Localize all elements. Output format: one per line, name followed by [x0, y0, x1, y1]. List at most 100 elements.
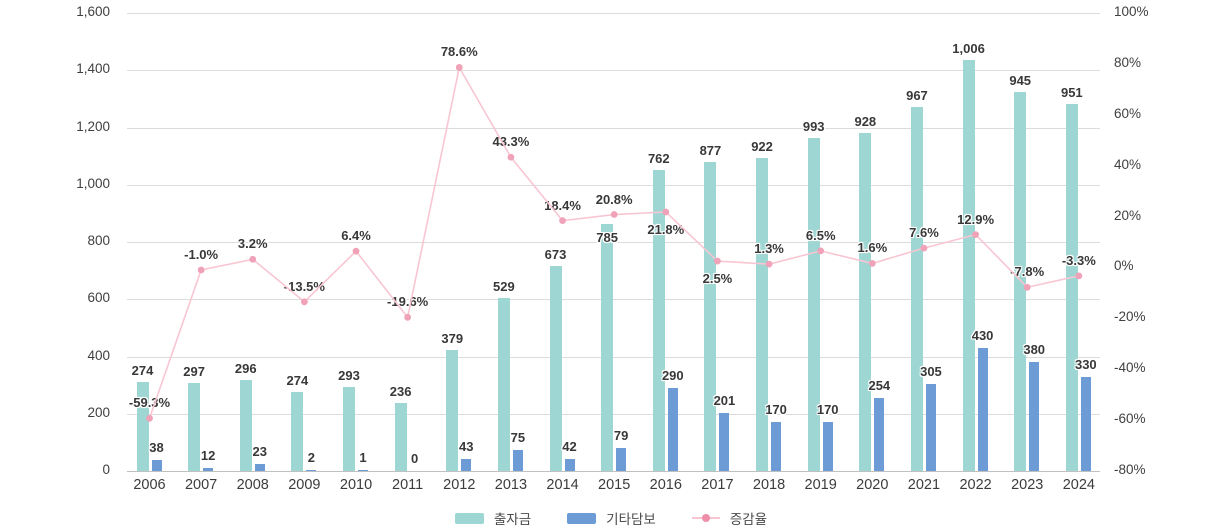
- x-axis-year-label: 2010: [339, 477, 373, 493]
- collateral-value-label: 254: [868, 378, 891, 394]
- investment-value-label: 379: [441, 331, 464, 347]
- right-axis-tick-label: -80%: [1114, 462, 1146, 477]
- left-axis-tick-label: 0: [102, 462, 110, 477]
- left-axis-tick-label: 1,400: [76, 61, 110, 77]
- teal-bar: [704, 162, 717, 471]
- investment-value-label: 1,006: [952, 40, 985, 56]
- line-marker: [404, 313, 412, 321]
- investment-value-label: 236: [389, 384, 412, 400]
- left-axis-tick-label: 800: [87, 233, 110, 248]
- change-rate-label: -1.0%: [184, 246, 219, 262]
- collateral-value-label: 1: [359, 450, 367, 465]
- legend-item-change-rate: 증감율: [691, 508, 768, 528]
- left-axis-tick-label: 1,000: [76, 175, 110, 191]
- blue-bar: [512, 449, 523, 471]
- teal-bar: [394, 403, 407, 471]
- blue-bar: [874, 398, 885, 471]
- x-axis-year-label: 2015: [598, 477, 631, 493]
- investment-value-label: 928: [854, 113, 877, 129]
- collateral-value-label: 201: [713, 393, 736, 409]
- x-axis-year-label: 2017: [701, 477, 734, 493]
- teal-bar: [497, 298, 510, 471]
- pink-line-marker-icon: [691, 514, 720, 522]
- right-axis-tick-label: -20%: [1114, 309, 1146, 325]
- legend-label: 출자금: [493, 512, 532, 527]
- investment-value-label: 297: [183, 363, 205, 379]
- investment-value-label: 673: [544, 247, 567, 263]
- change-rate-label: -59.3%: [128, 395, 171, 411]
- change-rate-label: 1.3%: [754, 241, 784, 257]
- right-axis-tick-label: 0%: [1114, 258, 1134, 274]
- x-axis-year-label: 2007: [184, 477, 218, 493]
- collateral-value-label: 12: [200, 447, 216, 463]
- right-axis-tick-label: -60%: [1114, 411, 1146, 427]
- teal-bar: [910, 106, 923, 471]
- x-axis-year-label: 2008: [236, 477, 269, 493]
- x-axis-year-label: 2011: [392, 477, 424, 493]
- blue-bar: [667, 387, 678, 471]
- blue-bar: [151, 460, 162, 471]
- collateral-value-label: 305: [920, 363, 942, 379]
- x-axis-year-label: 2023: [1011, 477, 1044, 493]
- line-marker: [559, 217, 566, 225]
- collateral-value-label: 170: [816, 402, 839, 418]
- line-marker: [610, 211, 618, 218]
- gridline: [127, 356, 1100, 358]
- collateral-value-label: 75: [510, 429, 526, 445]
- investment-value-label: 967: [906, 87, 928, 103]
- x-axis-year-label: 2014: [546, 477, 579, 493]
- teal-bar: [756, 158, 769, 471]
- x-axis-year-label: 2022: [959, 477, 992, 493]
- blue-bar: [925, 383, 936, 471]
- investment-value-label: 274: [286, 372, 309, 388]
- teal-bar: [1014, 91, 1027, 471]
- change-rate-label: 6.4%: [341, 228, 371, 244]
- collateral-value-label: 290: [661, 367, 684, 383]
- investment-value-label: 785: [596, 229, 619, 245]
- teal-bar: [136, 381, 149, 471]
- teal-bar: [601, 223, 614, 471]
- collateral-value-label: 170: [765, 402, 787, 418]
- blue-bar: [977, 347, 988, 471]
- right-axis-tick-label: 20%: [1114, 207, 1142, 223]
- change-rate-label: 78.6%: [440, 44, 478, 60]
- line-marker: [249, 255, 257, 263]
- left-axis-tick-label: 600: [87, 290, 110, 306]
- teal-bar: [807, 138, 820, 471]
- investment-value-label: 274: [131, 362, 154, 378]
- legend-item-other-collateral: 기타담보: [567, 508, 656, 528]
- change-rate-label: 1.6%: [857, 240, 888, 256]
- x-axis-year-label: 2024: [1062, 477, 1095, 493]
- teal-bar: [652, 169, 665, 471]
- blue-bar: [822, 422, 833, 471]
- investment-value-label: 877: [699, 143, 722, 159]
- change-rate-label: 18.4%: [544, 197, 581, 213]
- x-axis-year-label: 2018: [752, 477, 786, 493]
- blue-bar: [358, 470, 369, 471]
- left-axis-tick-label: 200: [87, 404, 110, 420]
- legend-label: 기타담보: [606, 512, 656, 527]
- teal-bar: [1065, 104, 1078, 471]
- teal-bar: [549, 266, 562, 471]
- teal-bar: [962, 59, 975, 471]
- right-axis-tick-label: 80%: [1114, 54, 1142, 70]
- legend-label: 증감율: [729, 512, 768, 527]
- teal-bar: [859, 132, 872, 471]
- collateral-value-label: 38: [149, 440, 164, 456]
- teal-swatch-icon: [454, 512, 484, 524]
- gridline: [127, 184, 1100, 186]
- blue-bar: [306, 470, 317, 471]
- investment-value-label: 762: [647, 150, 670, 166]
- gridline: [127, 471, 1100, 472]
- blue-bar: [1029, 362, 1040, 471]
- collateral-value-label: 430: [971, 327, 994, 343]
- change-rate-label: 43.3%: [492, 134, 530, 150]
- collateral-value-label: 79: [613, 428, 629, 444]
- change-rate-label: -3.3%: [1061, 252, 1096, 268]
- gridline: [127, 413, 1100, 415]
- change-rate-label: 2.5%: [702, 271, 733, 287]
- line-marker: [197, 266, 205, 274]
- change-rate-label: 20.8%: [595, 191, 633, 207]
- teal-bar: [188, 382, 201, 471]
- collateral-value-label: 42: [562, 438, 577, 454]
